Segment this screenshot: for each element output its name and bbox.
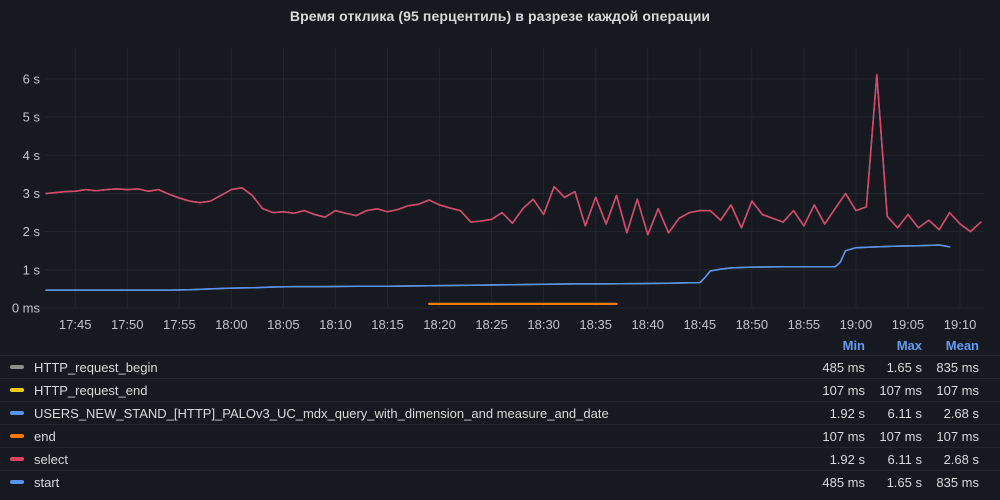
y-axis-tick-label: 1 s [23, 262, 41, 277]
series-name-label[interactable]: end [34, 428, 56, 444]
series-name-label[interactable]: USERS_NEW_STAND_[HTTP]_PALOv3_UC_mdx_que… [34, 405, 609, 421]
x-axis-tick-label: 18:20 [423, 317, 456, 332]
series-line-users-new-stand-http-palov3-uc-mdx-query [45, 73, 982, 236]
series-name-label[interactable]: HTTP_request_end [34, 382, 148, 398]
x-axis-tick-label: 19:05 [892, 317, 925, 332]
series-name-label[interactable]: HTTP_request_begin [34, 359, 158, 375]
series-max-value: 6.11 s [887, 451, 922, 467]
series-mean-value: 107 ms [936, 428, 979, 444]
x-axis-tick-label: 18:25 [475, 317, 508, 332]
series-name-label[interactable]: start [34, 474, 60, 490]
legend-row-users-new-stand-http-palov3-uc-mdx-query[interactable]: USERS_NEW_STAND_[HTTP]_PALOv3_UC_mdx_que… [0, 401, 1000, 424]
x-axis-tick-label: 17:45 [59, 317, 92, 332]
x-axis-tick-label: 18:50 [736, 317, 769, 332]
series-min-value: 1.92 s [829, 451, 865, 467]
series-max-value: 6.11 s [887, 405, 922, 421]
series-color-swatch [10, 365, 24, 369]
y-axis-tick-label: 2 s [23, 224, 41, 239]
series-line-http-request-begin [45, 244, 951, 291]
series-min-value: 485 ms [822, 474, 865, 490]
y-axis-tick-label: 3 s [23, 186, 41, 201]
legend-column-mean[interactable]: Mean [945, 337, 979, 353]
x-axis-tick-label: 18:05 [267, 317, 300, 332]
x-axis-tick-label: 18:10 [319, 317, 352, 332]
y-axis-tick-label: 0 ms [12, 301, 41, 316]
x-axis-tick-label: 18:15 [371, 317, 404, 332]
legend-row-end[interactable]: end 107 ms 107 ms 107 ms [0, 424, 1000, 447]
series-max-value: 1.65 s [886, 474, 922, 490]
legend-row-http-request-begin[interactable]: HTTP_request_begin 485 ms 1.65 s 835 ms [0, 355, 1000, 378]
legend-row-start[interactable]: start 485 ms 1.65 s 835 ms [0, 470, 1000, 493]
series-name-label[interactable]: select [34, 451, 68, 467]
x-axis-tick-label: 18:35 [579, 317, 612, 332]
series-line-start [45, 244, 951, 291]
y-axis-tick-label: 6 s [23, 71, 41, 86]
legend-rows: HTTP_request_begin 485 ms 1.65 s 835 ms HTTP… [0, 355, 1000, 493]
chart-canvas[interactable]: 0 ms 1 s 2 s 3 s 4 s 5 s 6 s 17:45 17:50 17:55 18:… [0, 0, 1000, 335]
series-color-swatch [10, 411, 24, 415]
series-mean-value: 835 ms [936, 359, 979, 375]
x-axis-tick-label: 19:00 [840, 317, 873, 332]
time-series-chart[interactable]: 0 ms 1 s 2 s 3 s 4 s 5 s 6 s 17:45 17:50 17:55 18:… [0, 0, 1000, 335]
x-axis-tick-label: 17:50 [111, 317, 144, 332]
series-mean-value: 835 ms [936, 474, 979, 490]
series-mean-value: 107 ms [936, 382, 979, 398]
y-axis-tick-label: 4 s [23, 148, 41, 163]
series-mean-value: 2.68 s [943, 451, 979, 467]
series-color-swatch [10, 434, 24, 438]
panel-title: Время отклика (95 перцентиль) в разрезе … [289, 8, 711, 24]
series-color-swatch [10, 480, 24, 484]
legend-column-max[interactable]: Max [896, 337, 922, 353]
series-min-value: 1.92 s [829, 405, 865, 421]
legend-row-http-request-end[interactable]: HTTP_request_end 107 ms 107 ms 107 ms [0, 378, 1000, 401]
x-axis-tick-label: 17:55 [163, 317, 196, 332]
legend-table: Min Max Mean HTTP_request_begin 485 ms 1.6… [0, 335, 1000, 493]
series-min-value: 107 ms [822, 382, 865, 398]
series-mean-value: 2.68 s [943, 405, 979, 421]
x-axis-tick-label: 18:00 [215, 317, 248, 332]
y-axis-tick-label: 5 s [23, 110, 41, 125]
series-color-swatch [10, 388, 24, 392]
x-axis-tick-label: 19:10 [944, 317, 977, 332]
series-min-value: 107 ms [822, 428, 865, 444]
legend-row-select[interactable]: select 1.92 s 6.11 s 2.68 s [0, 447, 1000, 470]
series-max-value: 107 ms [879, 382, 922, 398]
series-min-value: 485 ms [822, 359, 865, 375]
series-max-value: 107 ms [879, 428, 922, 444]
legend-column-min[interactable]: Min [842, 337, 865, 353]
legend-header-row: Min Max Mean [0, 335, 1000, 355]
x-axis-tick-label: 18:40 [631, 317, 664, 332]
x-axis-tick-label: 18:45 [684, 317, 717, 332]
series-color-swatch [10, 457, 24, 461]
series-line-select [45, 73, 982, 236]
series-max-value: 1.65 s [886, 359, 922, 375]
x-axis-tick-label: 18:55 [788, 317, 821, 332]
x-axis-tick-label: 18:30 [527, 317, 560, 332]
